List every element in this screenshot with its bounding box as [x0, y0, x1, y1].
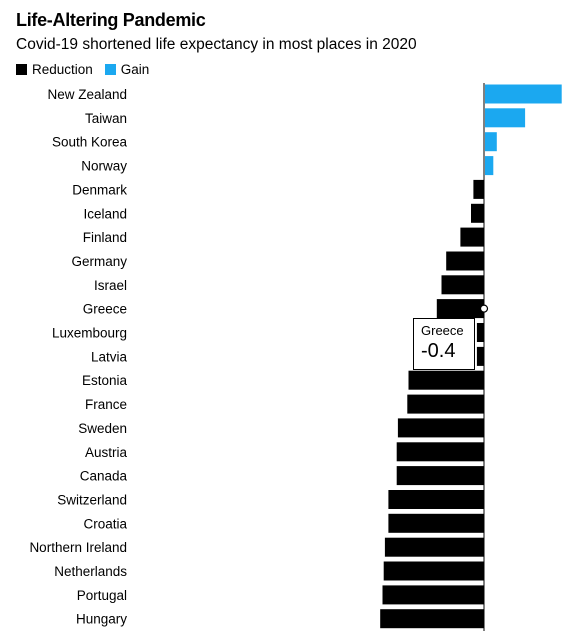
- category-label: Iceland: [83, 206, 127, 221]
- bar-canada: [396, 466, 484, 486]
- category-label: Hungary: [76, 612, 127, 627]
- bar-israel: [441, 275, 484, 295]
- legend-swatch-reduction: [16, 64, 27, 75]
- category-label: South Korea: [52, 135, 128, 150]
- bar-norway: [485, 156, 494, 176]
- bar-austria: [396, 442, 484, 462]
- category-label: Israel: [94, 278, 127, 293]
- category-label: Taiwan: [85, 111, 127, 126]
- bar-iceland: [471, 203, 484, 223]
- bar-netherlands: [383, 561, 484, 581]
- bar-croatia: [388, 513, 484, 533]
- highlight-marker[interactable]: [479, 304, 489, 313]
- category-label: Netherlands: [54, 564, 127, 579]
- category-label: Portugal: [77, 588, 127, 603]
- category-label: France: [85, 397, 127, 412]
- legend-label-gain: Gain: [120, 62, 150, 77]
- category-label: Germany: [71, 254, 127, 269]
- legend-item-gain: Gain: [104, 62, 150, 77]
- category-label: Northern Ireland: [29, 540, 127, 555]
- tooltip: Greece -0.4: [413, 318, 475, 370]
- category-label: Latvia: [91, 349, 128, 364]
- bar-greece: [436, 299, 484, 319]
- category-label: Switzerland: [57, 493, 127, 508]
- bar-new-zealand: [485, 84, 562, 104]
- bar-luxembourg: [476, 323, 484, 342]
- chart-subtitle: Covid-19 shortened life expectancy in mo…: [16, 36, 417, 53]
- bar-france: [407, 394, 484, 414]
- category-label: Estonia: [82, 373, 128, 388]
- bar-northern-ireland: [384, 537, 484, 557]
- tooltip-country: Greece: [421, 323, 464, 338]
- legend-label-reduction: Reduction: [32, 62, 93, 77]
- category-label: Denmark: [72, 182, 127, 197]
- bar-denmark: [473, 179, 484, 199]
- legend: Reduction Gain: [16, 62, 161, 77]
- bar-finland: [460, 227, 484, 247]
- category-label: Croatia: [83, 516, 127, 531]
- bar-south-korea: [485, 132, 497, 152]
- legend-item-reduction: Reduction: [16, 62, 93, 77]
- bar-estonia: [408, 370, 484, 390]
- bar-portugal: [382, 585, 484, 605]
- category-label: New Zealand: [47, 87, 127, 102]
- category-label: Sweden: [78, 421, 127, 436]
- bar-taiwan: [485, 108, 526, 128]
- chart-title: Life-Altering Pandemic: [16, 10, 206, 30]
- bar-sweden: [397, 418, 484, 438]
- category-label: Greece: [83, 302, 127, 317]
- category-label: Norway: [81, 159, 127, 174]
- category-label: Finland: [83, 230, 127, 245]
- bar-switzerland: [388, 490, 484, 509]
- tooltip-value: -0.4: [421, 340, 456, 362]
- bar-germany: [446, 251, 484, 271]
- bar-latvia: [476, 346, 484, 366]
- bar-hungary: [380, 609, 484, 629]
- category-label: Austria: [85, 445, 128, 460]
- category-label: Luxembourg: [52, 326, 127, 341]
- legend-swatch-gain: [104, 64, 116, 75]
- category-label: Canada: [80, 469, 128, 484]
